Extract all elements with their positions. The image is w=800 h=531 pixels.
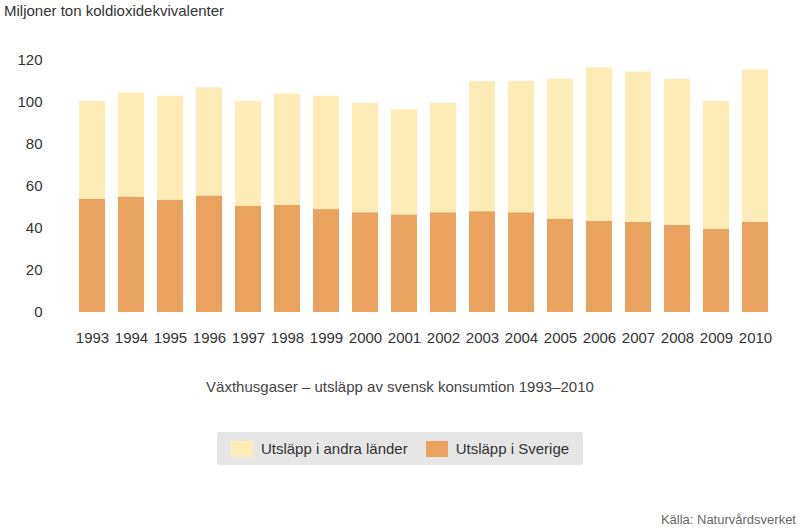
svg-text:100: 100: [17, 93, 42, 110]
svg-text:2004: 2004: [505, 329, 538, 346]
svg-text:2003: 2003: [466, 329, 499, 346]
svg-text:2002: 2002: [427, 329, 460, 346]
svg-text:0: 0: [34, 303, 42, 320]
svg-text:2005: 2005: [544, 329, 577, 346]
svg-text:2001: 2001: [388, 329, 421, 346]
svg-text:1999: 1999: [310, 329, 343, 346]
svg-text:1997: 1997: [232, 329, 265, 346]
svg-text:1996: 1996: [193, 329, 226, 346]
html-text:Miljoner ton koldioxidekvivale: Miljoner ton koldioxidekvivalenter: [4, 2, 225, 19]
svg-text:120: 120: [17, 51, 42, 68]
svg-text:80: 80: [26, 135, 43, 152]
svg-text:2007: 2007: [622, 329, 655, 346]
svg-text:1994: 1994: [115, 329, 148, 346]
html-text:Utsläpp i Sverige: Utsläpp i Sverige: [455, 440, 570, 457]
svg-text:2000: 2000: [349, 329, 382, 346]
svg-text:2008: 2008: [661, 329, 694, 346]
svg-text:1995: 1995: [154, 329, 187, 346]
svg-text:1993: 1993: [76, 329, 109, 346]
svg-text:20: 20: [26, 261, 43, 278]
svg-text:2009: 2009: [700, 329, 733, 346]
html-text:Utsläpp i andra länder: Utsläpp i andra länder: [260, 440, 408, 457]
html-text:Källa: Naturvårdsverket: Källa: Naturvårdsverket: [660, 512, 796, 527]
svg-text:40: 40: [26, 219, 43, 236]
svg-text:2010: 2010: [739, 329, 772, 346]
svg-text:2006: 2006: [583, 329, 616, 346]
html-text:Växthusgaser – utsläpp av sven: Växthusgaser – utsläpp av svensk konsumt…: [206, 378, 594, 395]
svg-text:1998: 1998: [271, 329, 304, 346]
svg-text:60: 60: [26, 177, 43, 194]
